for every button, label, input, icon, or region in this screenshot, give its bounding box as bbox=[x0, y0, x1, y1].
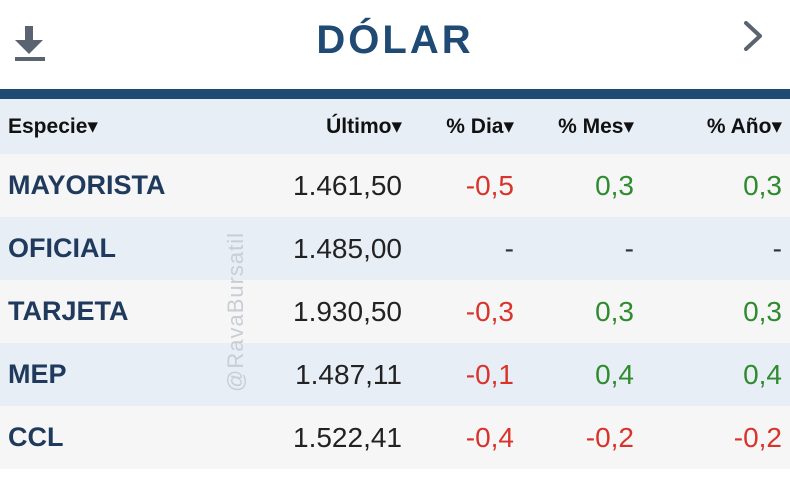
column-header-ano[interactable]: % Año▾ bbox=[642, 99, 790, 154]
dollar-quotes-table: Especie▾ Último▾ % Dia▾ % Mes▾ % Año▾ MA… bbox=[0, 99, 790, 469]
year-change: 0,4 bbox=[642, 343, 790, 406]
next-button[interactable] bbox=[738, 18, 768, 54]
year-change: 0,3 bbox=[642, 154, 790, 217]
species-name: TARJETA bbox=[0, 280, 212, 343]
top-bar: DÓLAR bbox=[0, 0, 790, 88]
header-divider bbox=[0, 89, 790, 99]
page-title: DÓLAR bbox=[316, 18, 474, 62]
day-change: -0,1 bbox=[410, 343, 522, 406]
download-button[interactable] bbox=[12, 24, 48, 64]
table-row[interactable]: TARJETA 1.930,50 -0,3 0,3 0,3 bbox=[0, 280, 790, 343]
column-header-especie[interactable]: Especie▾ bbox=[0, 99, 212, 154]
last-price: 1.461,50 bbox=[212, 154, 410, 217]
day-change: -0,4 bbox=[410, 406, 522, 469]
chevron-right-icon bbox=[744, 21, 762, 51]
day-change: -0,5 bbox=[410, 154, 522, 217]
day-change: -0,3 bbox=[410, 280, 522, 343]
day-change: - bbox=[410, 217, 522, 280]
last-price: 1.487,11 bbox=[212, 343, 410, 406]
species-name: OFICIAL bbox=[0, 217, 212, 280]
species-name: MAYORISTA bbox=[0, 154, 212, 217]
species-name: MEP bbox=[0, 343, 212, 406]
table-row[interactable]: CCL 1.522,41 -0,4 -0,2 -0,2 bbox=[0, 406, 790, 469]
month-change: -0,2 bbox=[522, 406, 642, 469]
month-change: 0,3 bbox=[522, 154, 642, 217]
table-row[interactable]: OFICIAL 1.485,00 - - - bbox=[0, 217, 790, 280]
last-price: 1.930,50 bbox=[212, 280, 410, 343]
month-change: 0,4 bbox=[522, 343, 642, 406]
month-change: 0,3 bbox=[522, 280, 642, 343]
table-row[interactable]: MAYORISTA 1.461,50 -0,5 0,3 0,3 bbox=[0, 154, 790, 217]
last-price: 1.485,00 bbox=[212, 217, 410, 280]
month-change: - bbox=[522, 217, 642, 280]
column-header-dia[interactable]: % Dia▾ bbox=[410, 99, 522, 154]
column-header-mes[interactable]: % Mes▾ bbox=[522, 99, 642, 154]
download-icon bbox=[15, 26, 45, 61]
last-price: 1.522,41 bbox=[212, 406, 410, 469]
year-change: -0,2 bbox=[642, 406, 790, 469]
column-header-ultimo[interactable]: Último▾ bbox=[212, 99, 410, 154]
year-change: - bbox=[642, 217, 790, 280]
table-header: Especie▾ Último▾ % Dia▾ % Mes▾ % Año▾ bbox=[0, 99, 790, 154]
year-change: 0,3 bbox=[642, 280, 790, 343]
species-name: CCL bbox=[0, 406, 212, 469]
table-row[interactable]: MEP 1.487,11 -0,1 0,4 0,4 bbox=[0, 343, 790, 406]
watermark: @RavaBursatil bbox=[223, 231, 248, 392]
